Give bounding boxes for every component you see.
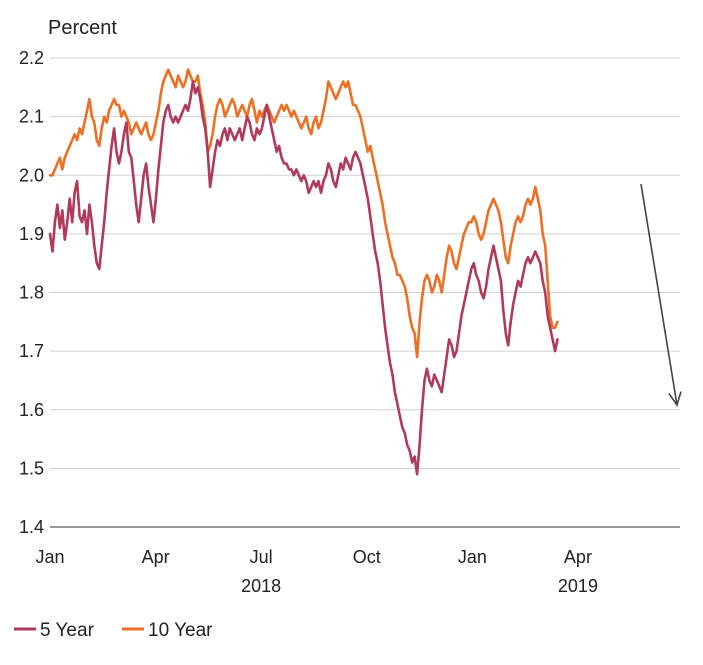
y-tick-label: 1.9 bbox=[19, 224, 44, 244]
legend: 5 Year 10 Year bbox=[14, 620, 213, 641]
x-tick-label: Jan bbox=[35, 547, 64, 567]
x-tick-label: Jan bbox=[458, 547, 487, 567]
trend-arrow-shaft bbox=[640, 183, 678, 406]
y-tick-label: 1.5 bbox=[19, 458, 44, 478]
y-tick-label: 1.6 bbox=[19, 400, 44, 420]
x-tick-label: Oct bbox=[353, 547, 381, 567]
trend-arrow-head bbox=[668, 391, 682, 407]
series-line-10-year bbox=[48, 68, 559, 359]
y-tick-label: 2.1 bbox=[19, 107, 44, 127]
y-tick-label: 1.4 bbox=[19, 517, 44, 537]
x-tick-label: Apr bbox=[142, 547, 170, 567]
legend-label: 5 Year bbox=[40, 620, 95, 641]
x-tick-label: Apr bbox=[564, 547, 592, 567]
series-line-5-year bbox=[48, 80, 559, 476]
y-tick-label: 2.2 bbox=[19, 48, 44, 68]
series-lines bbox=[48, 68, 559, 476]
y-axis-unit-label: Percent bbox=[48, 17, 117, 39]
gridlines bbox=[50, 57, 680, 528]
y-axis-ticks: 1.4 1.5 1.6 1.7 1.8 1.9 2.0 2.1 2.2 bbox=[19, 48, 44, 537]
x-tick-label: Jul bbox=[250, 547, 273, 567]
y-tick-label: 1.7 bbox=[19, 341, 44, 361]
x-year-label: 2018 bbox=[241, 576, 281, 596]
trend-arrow-annotation bbox=[640, 183, 682, 407]
x-year-label: 2019 bbox=[558, 576, 598, 596]
x-axis-ticks: Jan Apr Jul Oct Jan Apr 2018 2019 bbox=[35, 547, 597, 596]
legend-label: 10 Year bbox=[148, 620, 213, 641]
y-tick-label: 1.8 bbox=[19, 283, 44, 303]
y-tick-label: 2.0 bbox=[19, 165, 44, 185]
